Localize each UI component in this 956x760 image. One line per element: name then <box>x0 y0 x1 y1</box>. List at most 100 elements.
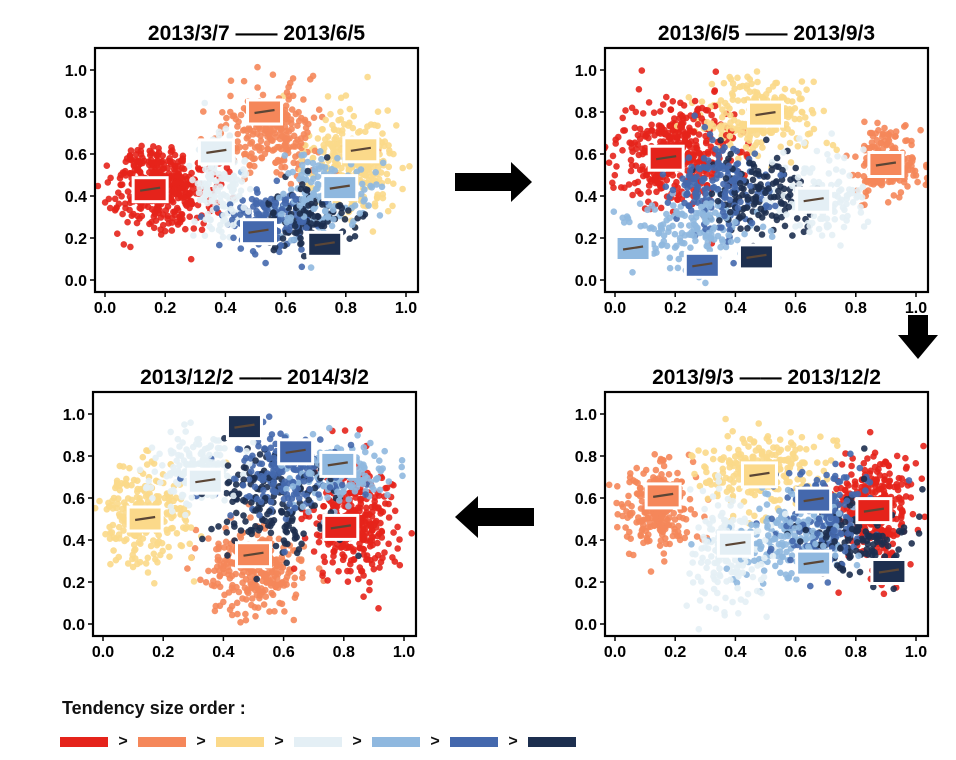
assault-rifle-icon <box>330 524 351 530</box>
data-point-lightblue <box>307 264 315 271</box>
data-point-orange <box>229 560 236 567</box>
data-point-blue <box>298 246 305 253</box>
data-point-red <box>366 543 374 550</box>
data-point-yellow <box>314 135 322 142</box>
data-point-lightblue <box>356 210 364 217</box>
data-point-orange <box>219 109 226 116</box>
data-point-red <box>355 575 362 583</box>
data-point-red <box>171 168 179 175</box>
data-point-lightblue <box>275 194 283 202</box>
data-point-orange <box>687 506 695 513</box>
shotgun-icon <box>755 111 776 117</box>
data-point-red <box>912 460 920 467</box>
data-point-lightblue <box>301 196 308 204</box>
data-point-orange <box>290 581 298 589</box>
data-point-red <box>347 560 354 568</box>
data-point-yellow <box>782 120 790 128</box>
data-point-blue <box>772 202 779 210</box>
data-point-pale <box>839 204 847 211</box>
data-point-orange <box>297 140 305 147</box>
data-point-orange <box>247 140 254 147</box>
data-point-lightblue <box>708 216 715 223</box>
item-box-kit <box>319 450 357 478</box>
data-point-blue <box>236 446 244 453</box>
x-tick-label: 0.0 <box>94 300 116 317</box>
data-point-red <box>704 107 712 114</box>
data-point-red <box>378 534 386 541</box>
data-point-orange <box>290 616 298 624</box>
data-point-red <box>659 101 667 108</box>
data-point-orange <box>235 588 243 596</box>
data-point-orange <box>309 72 317 80</box>
data-point-yellow <box>134 485 141 493</box>
data-point-yellow <box>827 457 835 464</box>
data-point-red <box>180 165 188 173</box>
data-point-yellow <box>389 202 396 210</box>
data-point-orange <box>253 591 261 599</box>
data-point-navy <box>311 484 319 492</box>
data-point-yellow <box>743 130 750 137</box>
data-point-red <box>648 127 656 134</box>
data-point-pale <box>834 180 841 188</box>
data-point-navy <box>288 517 296 525</box>
data-point-navy <box>313 220 321 227</box>
data-point-red <box>95 182 102 190</box>
data-point-orange <box>233 599 241 607</box>
data-point-red <box>115 200 123 208</box>
data-point-orange <box>281 136 289 143</box>
data-point-lightblue <box>759 223 767 231</box>
data-point-orange <box>922 181 928 189</box>
data-point-orange <box>854 171 862 179</box>
data-point-yellow <box>158 539 166 547</box>
data-point-orange <box>247 514 254 521</box>
data-point-navy <box>746 159 753 167</box>
data-point-red <box>357 495 364 503</box>
data-point-orange <box>902 137 909 145</box>
data-point-yellow <box>96 497 103 505</box>
data-point-orange <box>289 92 297 100</box>
data-point-yellow <box>384 207 392 215</box>
data-point-navy <box>319 201 326 208</box>
data-point-orange <box>275 581 282 588</box>
vest-icon <box>746 253 767 259</box>
data-point-yellow <box>326 140 334 147</box>
y-tick-label: 0.0 <box>575 273 597 290</box>
data-point-lightblue <box>675 255 683 263</box>
data-point-pale <box>176 462 183 469</box>
data-point-pale <box>168 508 176 515</box>
data-point-orange <box>283 573 291 581</box>
data-point-red <box>320 553 328 561</box>
data-point-red <box>645 134 652 142</box>
data-point-blue <box>685 178 693 186</box>
data-point-navy <box>252 457 259 464</box>
data-point-yellow <box>799 476 807 484</box>
data-point-yellow <box>142 560 150 567</box>
data-point-red <box>138 142 145 150</box>
data-point-pale <box>828 181 835 189</box>
data-point-yellow <box>321 136 329 143</box>
data-point-navy <box>725 155 732 162</box>
data-point-red <box>684 132 692 139</box>
data-point-orange <box>614 523 621 531</box>
data-point-lightblue <box>351 488 359 495</box>
pistol-icon <box>206 148 227 154</box>
data-point-red <box>691 97 699 105</box>
backpack-icon <box>622 245 644 251</box>
camera-icon <box>195 478 216 484</box>
y-tick-label: 0.6 <box>575 147 597 164</box>
data-point-blue <box>705 165 712 172</box>
data-point-red <box>658 124 666 132</box>
data-point-yellow <box>362 128 369 135</box>
data-point-lightblue <box>326 424 333 432</box>
data-point-navy <box>235 471 242 479</box>
data-point-yellow <box>346 105 354 113</box>
data-point-yellow <box>794 476 801 483</box>
data-point-lightblue <box>767 227 775 235</box>
data-point-red <box>127 243 134 251</box>
data-point-orange <box>225 589 233 596</box>
data-point-red <box>639 163 646 170</box>
data-point-navy <box>256 451 264 458</box>
data-point-yellow <box>339 127 346 134</box>
data-point-red <box>166 155 173 162</box>
data-point-red <box>639 130 647 138</box>
